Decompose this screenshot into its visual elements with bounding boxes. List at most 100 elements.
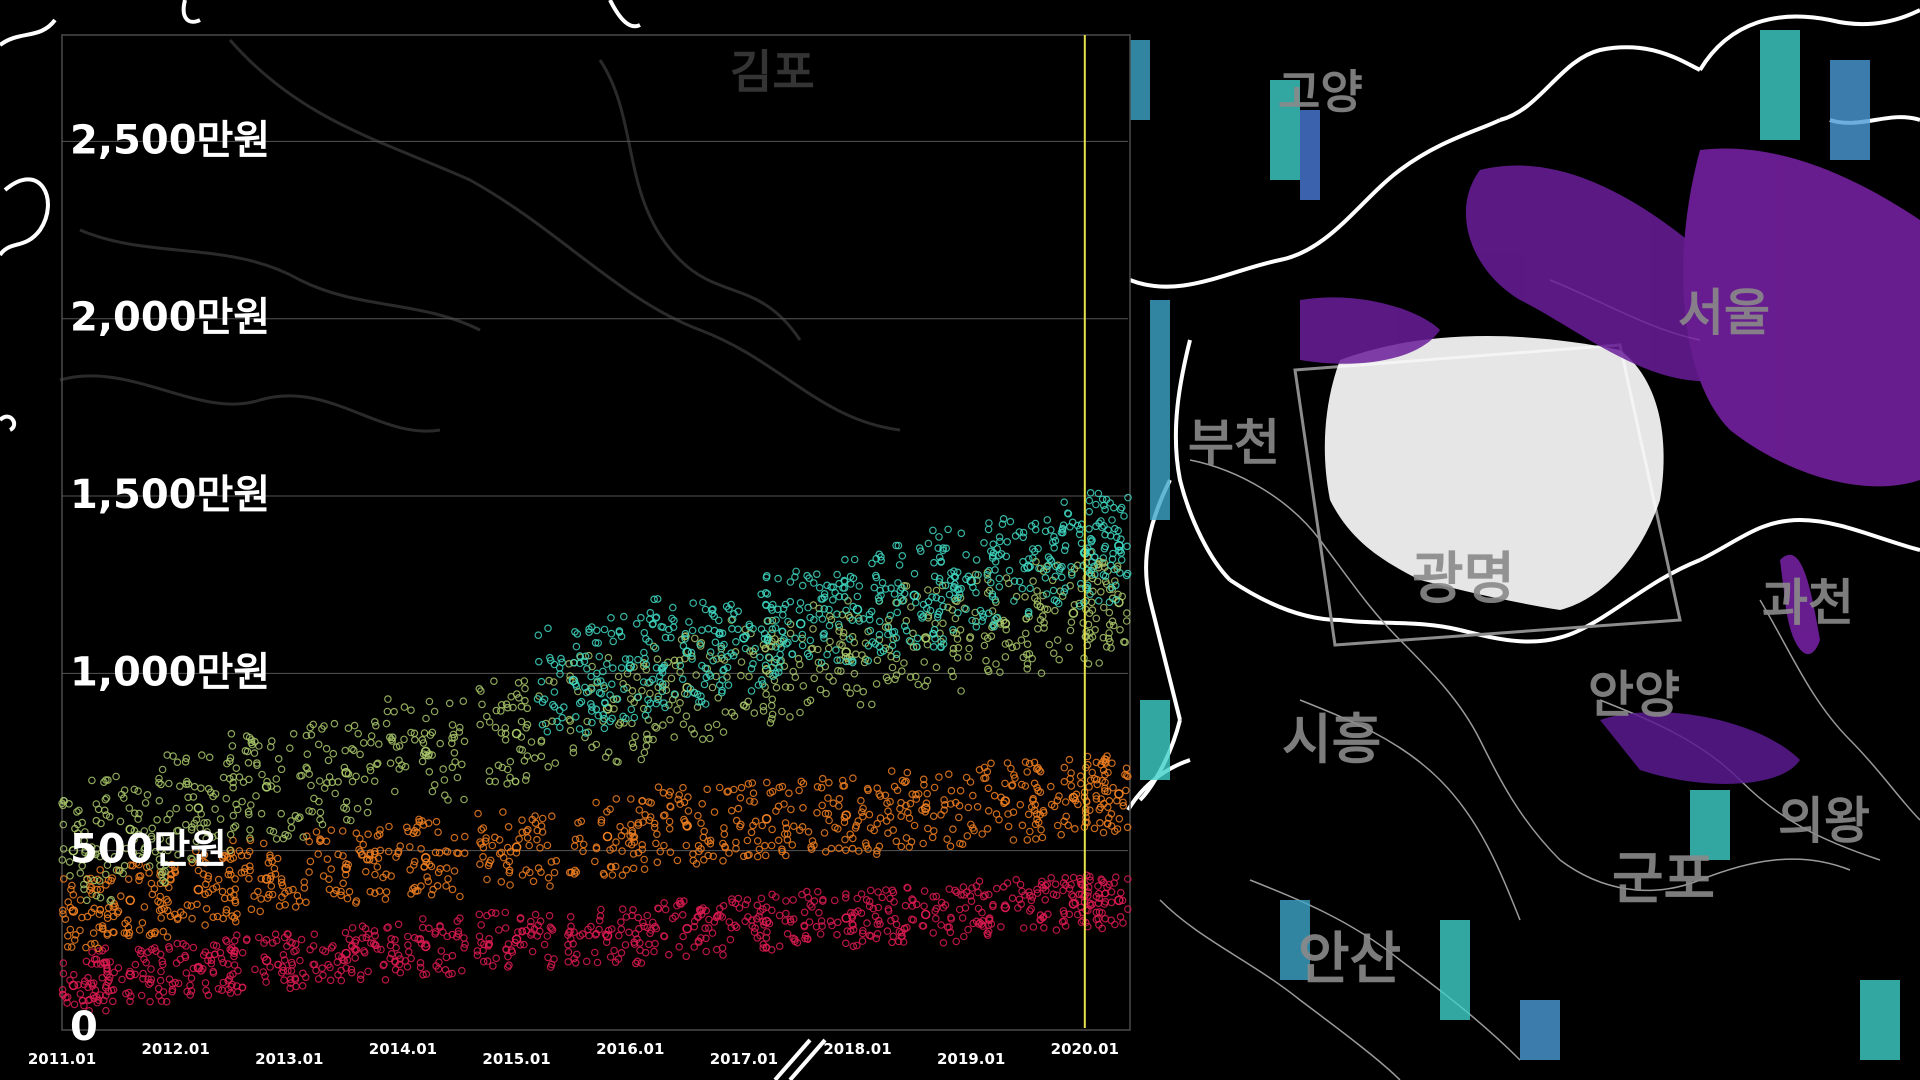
data-point xyxy=(341,948,351,959)
data-point xyxy=(460,832,469,841)
data-point xyxy=(638,686,646,695)
data-point xyxy=(322,744,331,753)
data-point xyxy=(898,597,907,605)
data-point xyxy=(690,729,699,738)
data-point xyxy=(417,882,425,890)
data-point xyxy=(741,644,750,653)
data-point xyxy=(266,826,274,835)
data-point xyxy=(98,925,107,933)
data-point xyxy=(937,810,945,819)
data-point xyxy=(1055,792,1063,800)
data-point xyxy=(231,875,239,883)
data-point xyxy=(875,617,884,626)
data-point xyxy=(297,935,306,944)
data-point xyxy=(518,927,527,936)
data-point xyxy=(543,841,552,850)
data-point xyxy=(614,672,623,681)
data-point xyxy=(477,938,485,947)
data-point xyxy=(145,980,153,989)
data-point xyxy=(218,853,227,862)
data-point xyxy=(381,895,390,903)
data-point xyxy=(1116,912,1125,921)
data-point xyxy=(992,884,1001,893)
data-point xyxy=(68,980,79,991)
data-point xyxy=(459,697,468,706)
data-point xyxy=(473,951,482,960)
data-point xyxy=(155,778,163,787)
data-point xyxy=(367,939,375,947)
data-point xyxy=(370,927,379,935)
data-point xyxy=(890,898,898,906)
data-point xyxy=(892,650,901,659)
data-point xyxy=(718,913,727,921)
data-point xyxy=(616,718,625,727)
data-point xyxy=(88,948,96,956)
data-point xyxy=(329,749,338,758)
data-point xyxy=(153,815,161,824)
data-point xyxy=(204,956,212,965)
data-point xyxy=(346,816,355,825)
data-point xyxy=(1040,923,1048,932)
data-point xyxy=(687,648,696,657)
data-point xyxy=(671,661,680,670)
data-point xyxy=(757,894,766,903)
data-point xyxy=(455,723,464,732)
data-point xyxy=(768,710,777,719)
data-point xyxy=(1006,517,1015,526)
data-point xyxy=(356,975,365,984)
data-point xyxy=(352,772,360,781)
data-point xyxy=(96,885,105,894)
data-point xyxy=(168,985,177,994)
data-point xyxy=(974,888,982,897)
data-point xyxy=(1122,571,1131,580)
data-point xyxy=(701,700,710,708)
data-point xyxy=(1088,633,1097,641)
data-point xyxy=(1065,910,1074,919)
data-point xyxy=(640,855,649,864)
data-point xyxy=(967,897,976,906)
data-point xyxy=(549,678,558,686)
data-point xyxy=(385,822,393,831)
data-point xyxy=(1024,810,1033,819)
data-point xyxy=(527,738,536,746)
data-point xyxy=(423,873,431,881)
data-point xyxy=(957,687,965,695)
data-point xyxy=(1092,791,1101,800)
data-point xyxy=(540,940,549,949)
data-point xyxy=(1039,591,1047,600)
data-point xyxy=(360,948,369,957)
data-point xyxy=(1076,525,1084,534)
data-point xyxy=(668,914,677,923)
data-point xyxy=(892,633,901,642)
data-point xyxy=(258,770,266,779)
data-point xyxy=(597,905,605,914)
data-point xyxy=(622,865,631,874)
data-point xyxy=(581,733,589,742)
data-point xyxy=(858,651,866,659)
data-point xyxy=(452,932,461,941)
data-point xyxy=(566,912,575,921)
data-point xyxy=(363,855,371,864)
data-point xyxy=(919,612,928,621)
data-point xyxy=(1068,608,1079,618)
data-point xyxy=(833,610,841,619)
data-point xyxy=(761,813,772,824)
data-point xyxy=(156,835,165,843)
data-point xyxy=(253,761,261,770)
data-point xyxy=(602,660,611,668)
data-point xyxy=(522,866,531,874)
data-point xyxy=(512,690,521,698)
data-point xyxy=(756,653,764,662)
data-point xyxy=(833,930,841,939)
data-point xyxy=(395,765,404,773)
data-point xyxy=(1008,894,1017,903)
data-point xyxy=(939,903,948,912)
data-point xyxy=(930,783,939,792)
data-point xyxy=(185,803,194,812)
data-point xyxy=(924,586,932,594)
data-point xyxy=(529,877,538,886)
city-labels: 김포 고양 서울 부천 광명 과천 안양 시흥 의왕 군포 안산 xyxy=(730,45,1870,992)
data-point xyxy=(654,783,663,792)
data-point xyxy=(231,898,240,907)
data-point xyxy=(900,659,908,667)
